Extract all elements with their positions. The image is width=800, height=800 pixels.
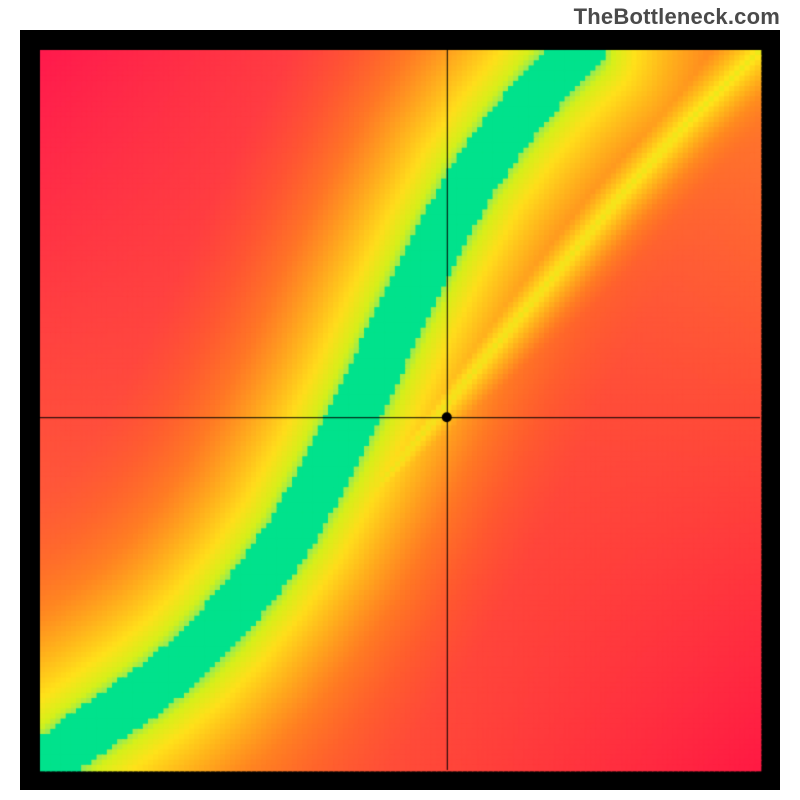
heatmap-canvas xyxy=(20,30,780,790)
root: TheBottleneck.com xyxy=(0,0,800,800)
watermark-text: TheBottleneck.com xyxy=(574,4,780,30)
chart-frame xyxy=(20,30,780,790)
